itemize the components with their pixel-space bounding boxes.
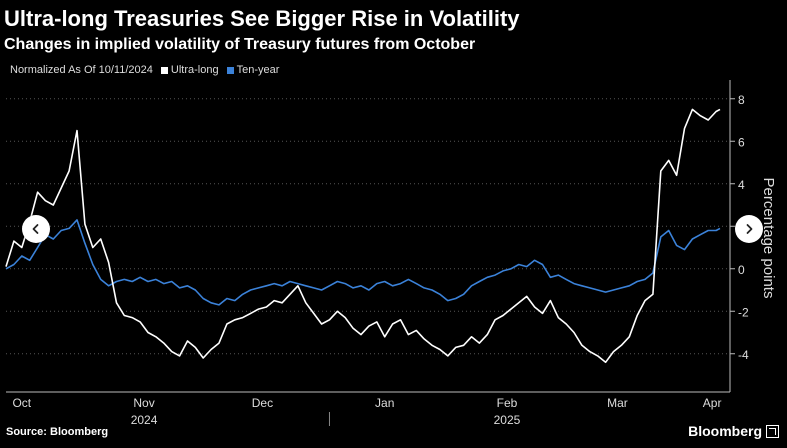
axes: -4-202468OctNovDecJanFebMarApr20242025 — [6, 80, 749, 427]
y-tick-label: 0 — [738, 263, 745, 277]
chevron-right-icon — [746, 224, 753, 234]
x-tick-label: Dec — [252, 396, 273, 410]
legend-swatch-ten-year — [226, 66, 234, 74]
grid — [6, 98, 730, 355]
x-year-label: 2025 — [494, 413, 521, 427]
legend-swatch-ultra-long — [160, 66, 168, 74]
x-tick-label: Nov — [133, 396, 154, 410]
x-tick-label: Oct — [12, 396, 31, 410]
next-button[interactable] — [735, 215, 763, 243]
x-year-label: 2024 — [131, 413, 158, 427]
y-axis-label: Percentage points — [760, 178, 777, 299]
legend-note: Normalized As Of 10/11/2024 — [10, 64, 153, 76]
series-layer — [5, 108, 721, 364]
x-tick-label: Jan — [375, 396, 394, 410]
x-tick-label: Feb — [497, 396, 518, 410]
legend-item-ultra-long: Ultra-long — [160, 64, 219, 76]
brand-logo: Bloomberg — [688, 423, 779, 439]
chart-subtitle: Changes in implied volatility of Treasur… — [4, 36, 476, 53]
y-tick-label: -2 — [738, 305, 749, 319]
series-line-ten-year — [5, 219, 721, 306]
chart-title: Ultra-long Treasuries See Bigger Rise in… — [4, 6, 520, 31]
source-note: Source: Bloomberg — [6, 426, 109, 438]
y-tick-label: 6 — [738, 135, 745, 149]
legend-label-ten-year: Ten-year — [236, 64, 280, 76]
x-tick-label: Apr — [703, 396, 722, 410]
legend-label-ultra-long: Ultra-long — [170, 64, 219, 76]
y-tick-label: 8 — [738, 93, 745, 107]
brand-name: Bloomberg — [688, 423, 762, 439]
x-tick-label: Mar — [607, 396, 628, 410]
prev-button[interactable] — [22, 215, 50, 243]
chevron-left-icon — [32, 224, 39, 234]
expand-icon — [766, 424, 779, 438]
legend-item-ten-year: Ten-year — [226, 64, 280, 76]
y-tick-label: -4 — [738, 348, 749, 362]
series-line-ultra-long — [5, 108, 721, 364]
legend: Normalized As Of 10/11/2024 Ultra-long T… — [10, 64, 279, 76]
y-tick-label: 4 — [738, 178, 745, 192]
